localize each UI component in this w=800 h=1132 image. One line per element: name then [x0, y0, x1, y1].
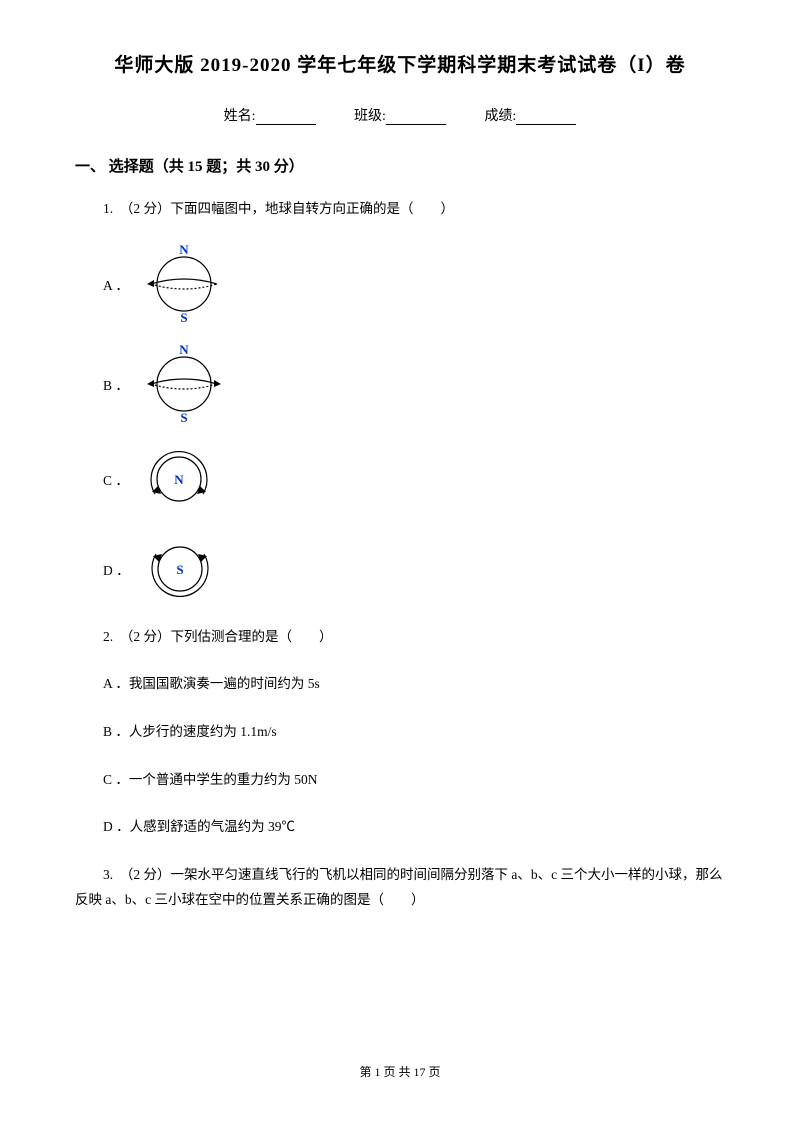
- question-1-text: 1. （2 分）下面四幅图中，地球自转方向正确的是（ ）: [75, 196, 725, 222]
- exam-title: 华师大版 2019-2020 学年七年级下学期科学期末考试试卷（I）卷: [75, 50, 725, 77]
- q1-option-b: B ． N S: [75, 344, 725, 424]
- question-2-text: 2. （2 分）下列估测合理的是（ ）: [75, 624, 725, 650]
- q2-option-d: D ．人感到舒适的气温约为 39℃: [75, 814, 725, 840]
- name-label: 姓名:: [224, 109, 256, 124]
- student-info-line: 姓名: 班级: 成绩:: [75, 105, 725, 125]
- section-header: 一、 选择题（共 15 题；共 30 分）: [75, 155, 725, 176]
- option-label: D ．: [75, 559, 130, 579]
- q2-option-b: B ．人步行的速度约为 1.1m/s: [75, 719, 725, 745]
- page-total: 17: [414, 1065, 426, 1079]
- score-blank[interactable]: [516, 124, 576, 125]
- earth-rotation-diagram-d: S: [140, 534, 220, 604]
- svg-text:S: S: [180, 310, 187, 324]
- page-footer: 第 1 页 共 17 页: [0, 1063, 800, 1080]
- name-blank[interactable]: [256, 124, 316, 125]
- class-label: 班级:: [354, 109, 386, 124]
- svg-text:N: N: [179, 344, 189, 357]
- svg-text:N: N: [174, 472, 184, 487]
- q1-option-c: C ． N: [75, 444, 725, 514]
- svg-text:S: S: [180, 410, 187, 424]
- earth-rotation-diagram-c: N: [139, 444, 219, 514]
- option-label: C ．: [75, 469, 129, 489]
- option-label: A ．: [75, 274, 129, 294]
- score-label: 成绩:: [484, 109, 516, 124]
- earth-rotation-diagram-a: N S: [139, 244, 229, 324]
- svg-text:S: S: [176, 562, 183, 577]
- q1-option-d: D ． S: [75, 534, 725, 604]
- q2-option-a: A ．我国国歌演奏一遍的时间约为 5s: [75, 671, 725, 697]
- q2-option-c: C ．一个普通中学生的重力约为 50N: [75, 767, 725, 793]
- question-3-text: 3. （2 分）一架水平匀速直线飞行的飞机以相同的时间间隔分别落下 a、b、c …: [75, 862, 725, 913]
- earth-rotation-diagram-b: N S: [139, 344, 229, 424]
- class-blank[interactable]: [386, 124, 446, 125]
- option-label: B ．: [75, 374, 129, 394]
- svg-text:N: N: [179, 244, 189, 257]
- q1-option-a: A ． N S: [75, 244, 725, 324]
- page-current: 1: [374, 1065, 380, 1079]
